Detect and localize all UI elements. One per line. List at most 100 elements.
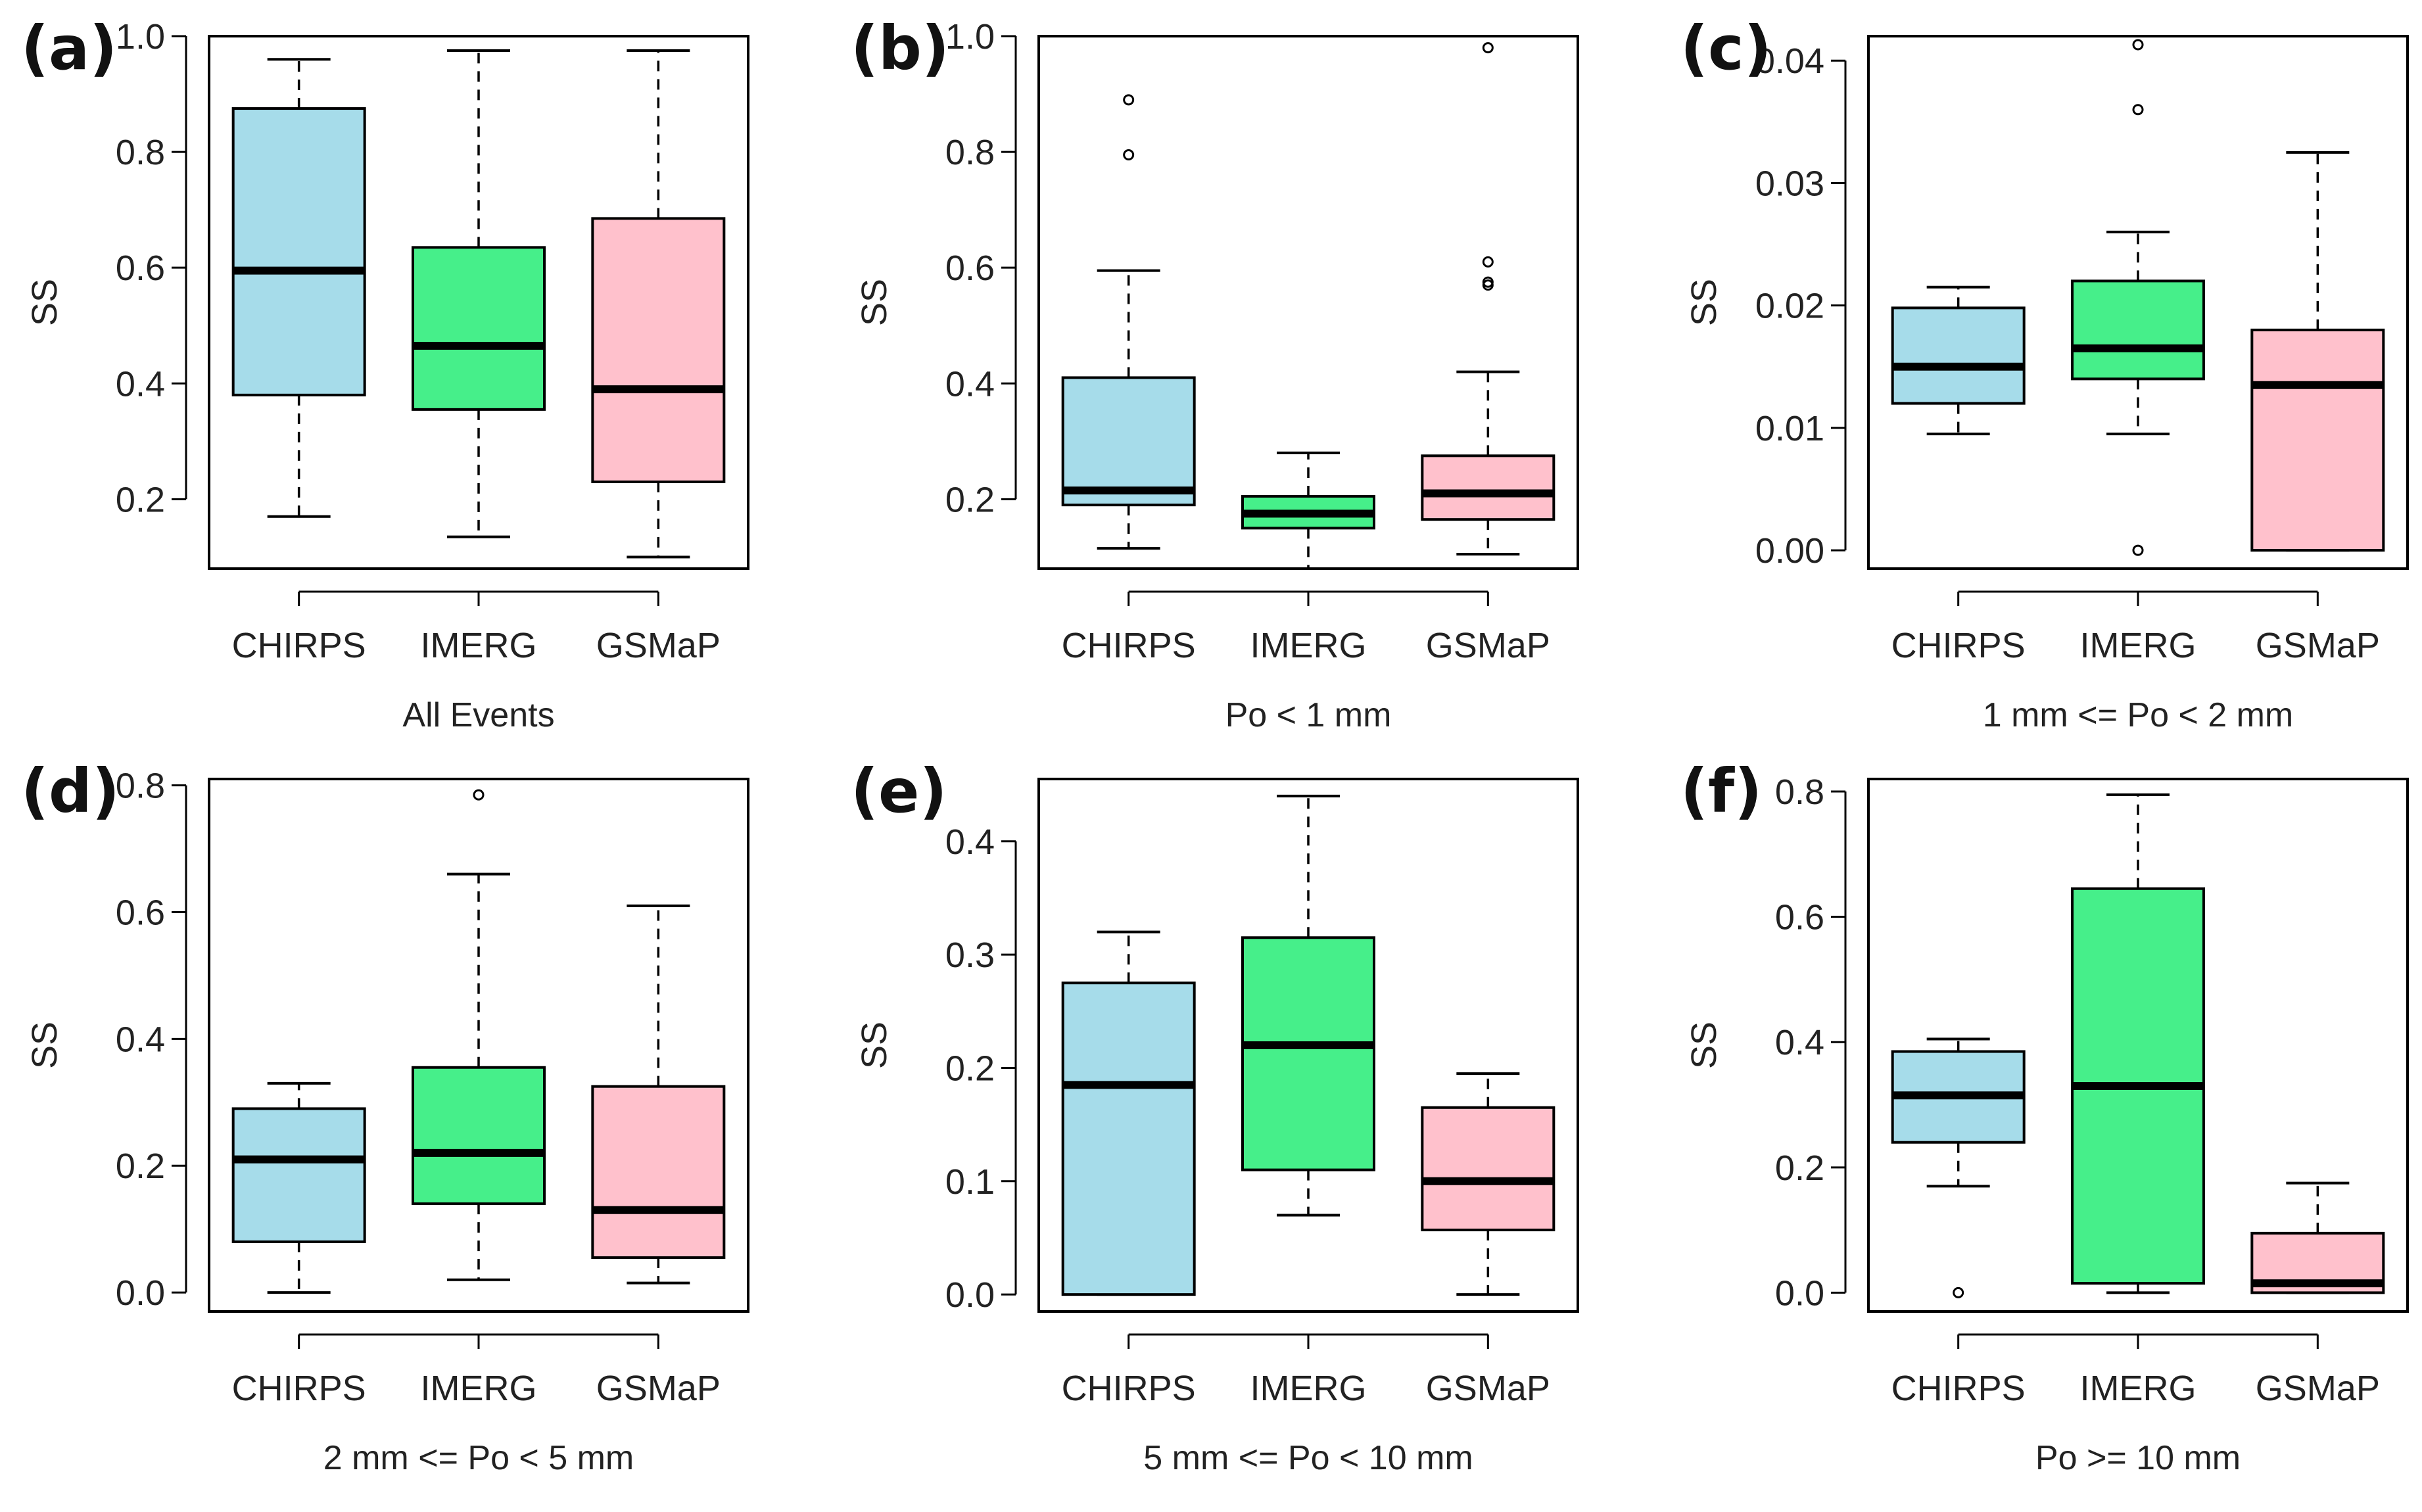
iqr-box (1241, 936, 1375, 1171)
x-tick-label: IMERG (420, 626, 536, 665)
box-chirps (1061, 930, 1196, 1296)
box-chirps (1891, 285, 2026, 436)
x-tick-label: CHIRPS (232, 1369, 366, 1408)
y-tick-label: 0.8 (116, 133, 165, 172)
iqr-box (1421, 454, 1555, 521)
box-chirps (1061, 94, 1196, 550)
x-tick-label: CHIRPS (232, 626, 366, 665)
outlier-point (2132, 39, 2144, 51)
x-axis-title: 1 mm <= Po < 2 mm (1983, 696, 2294, 734)
y-axis-label: SS (1684, 279, 1724, 326)
iqr-box (1421, 1106, 1555, 1231)
x-tick-label: GSMaP (2256, 626, 2380, 665)
y-tick-label: 1.0 (116, 17, 165, 57)
panel-label: (f) (1680, 756, 1762, 826)
iqr-box (231, 1107, 366, 1243)
y-tick-label: 0.2 (1775, 1148, 1824, 1188)
iqr-box (412, 1066, 546, 1206)
y-axis-label: SS (1684, 1022, 1724, 1069)
x-tick-label: IMERG (1250, 1369, 1366, 1408)
x-tick-label: GSMaP (1426, 1369, 1550, 1408)
y-tick-label: 0.6 (116, 248, 165, 288)
iqr-box (591, 217, 726, 483)
panel-label: (c) (1680, 13, 1772, 83)
plot-frame (208, 35, 749, 570)
y-tick-label: 0.6 (1775, 898, 1824, 937)
x-tick-label: CHIRPS (1891, 626, 2026, 665)
y-tick-label: 0.01 (1755, 409, 1824, 448)
panel-label: (a) (21, 13, 117, 83)
outlier-point (1123, 94, 1135, 106)
outlier-point (1482, 256, 1494, 268)
box-gsmap (1421, 1072, 1555, 1296)
chart-panel-6: 0.0 0.2 0.4 0.6 0.8 SS CHIRPS IMERG GSMaP Po >= 1… (1680, 756, 2409, 1477)
plot-frame (1867, 35, 2409, 570)
panel-label: (e) (851, 756, 947, 826)
box-imerg (412, 789, 546, 1281)
y-tick-label: 0.0 (1775, 1273, 1824, 1313)
outlier-point (473, 789, 485, 801)
plot-frame (208, 778, 749, 1313)
x-tick-label: CHIRPS (1062, 626, 1196, 665)
y-tick-label: 0.02 (1755, 287, 1824, 326)
x-axis-title: 2 mm <= Po < 5 mm (323, 1439, 634, 1477)
outlier-point (1123, 149, 1135, 160)
box-imerg (2071, 39, 2205, 556)
y-tick-label: 0.03 (1755, 164, 1824, 203)
x-tick-label: GSMaP (2256, 1369, 2380, 1408)
chart-panel-2: 0.2 0.4 0.6 0.8 1.0 SS CHIRPS IMERG GSMaP Po < 1 … (851, 13, 1579, 734)
box-gsmap (2250, 151, 2385, 552)
y-axis-label: SS (25, 1022, 64, 1069)
box-imerg (412, 49, 546, 538)
y-tick-label: 0.4 (1775, 1023, 1824, 1062)
y-tick-label: 0.3 (945, 935, 995, 975)
iqr-box (2250, 328, 2385, 552)
x-tick-label: IMERG (2079, 1369, 2196, 1408)
y-tick-label: 0.8 (1775, 772, 1824, 812)
y-tick-label: 0.0 (945, 1275, 995, 1315)
outlier-point (2132, 544, 2144, 556)
y-tick-label: 0.2 (116, 1146, 165, 1186)
iqr-box (1891, 306, 2026, 405)
x-tick-label: CHIRPS (1062, 1369, 1196, 1408)
panel-label: (d) (21, 756, 120, 826)
y-tick-label: 0.2 (945, 1049, 995, 1088)
x-axis-title: 5 mm <= Po < 10 mm (1143, 1439, 1473, 1477)
box-chirps (231, 58, 366, 518)
chart-panel-5: 0.0 0.1 0.2 0.3 0.4 SS CHIRPS IMERG GSMaP 5 mm <=… (851, 756, 1579, 1477)
y-axis-label: SS (855, 1022, 894, 1069)
plot-frame (1867, 778, 2409, 1313)
iqr-box (591, 1085, 726, 1260)
y-tick-label: 0.6 (945, 248, 995, 288)
box-imerg (1241, 451, 1375, 570)
outlier-point (1953, 1287, 1964, 1298)
y-tick-label: 0.2 (945, 480, 995, 519)
outlier-point (1482, 276, 1494, 288)
box-imerg (1241, 794, 1375, 1217)
iqr-box (412, 246, 546, 411)
x-axis-title: Po < 1 mm (1225, 696, 1392, 734)
outlier-point (2132, 104, 2144, 116)
y-tick-label: 0.4 (945, 364, 995, 404)
box-gsmap (591, 904, 726, 1285)
plot-frame (1037, 778, 1579, 1313)
y-tick-label: 0.00 (1755, 531, 1824, 571)
x-tick-label: IMERG (420, 1369, 536, 1408)
chart-panel-3: 0.00 0.01 0.02 0.03 0.04 SS CHIRPS IMERG GSMaP 1 … (1680, 13, 2409, 734)
y-tick-label: 0.8 (116, 767, 165, 806)
x-tick-label: CHIRPS (1891, 1369, 2026, 1408)
y-tick-label: 0.1 (945, 1162, 995, 1202)
y-tick-label: 0.6 (116, 893, 165, 933)
x-tick-label: GSMaP (596, 1369, 721, 1408)
y-tick-label: 0.04 (1755, 41, 1824, 81)
chart-panel-1: 0.2 0.4 0.6 0.8 1.0 SS CHIRPS IMERG GSMaP All Eve… (21, 13, 749, 734)
box-gsmap (1421, 42, 1555, 555)
iqr-box (1061, 981, 1196, 1296)
panel-label: (b) (851, 13, 949, 83)
x-tick-label: GSMaP (596, 626, 721, 665)
box-imerg (2071, 793, 2205, 1294)
box-gsmap (591, 49, 726, 559)
y-tick-label: 0.4 (116, 1020, 165, 1059)
x-axis-title: Po >= 10 mm (2035, 1439, 2241, 1477)
